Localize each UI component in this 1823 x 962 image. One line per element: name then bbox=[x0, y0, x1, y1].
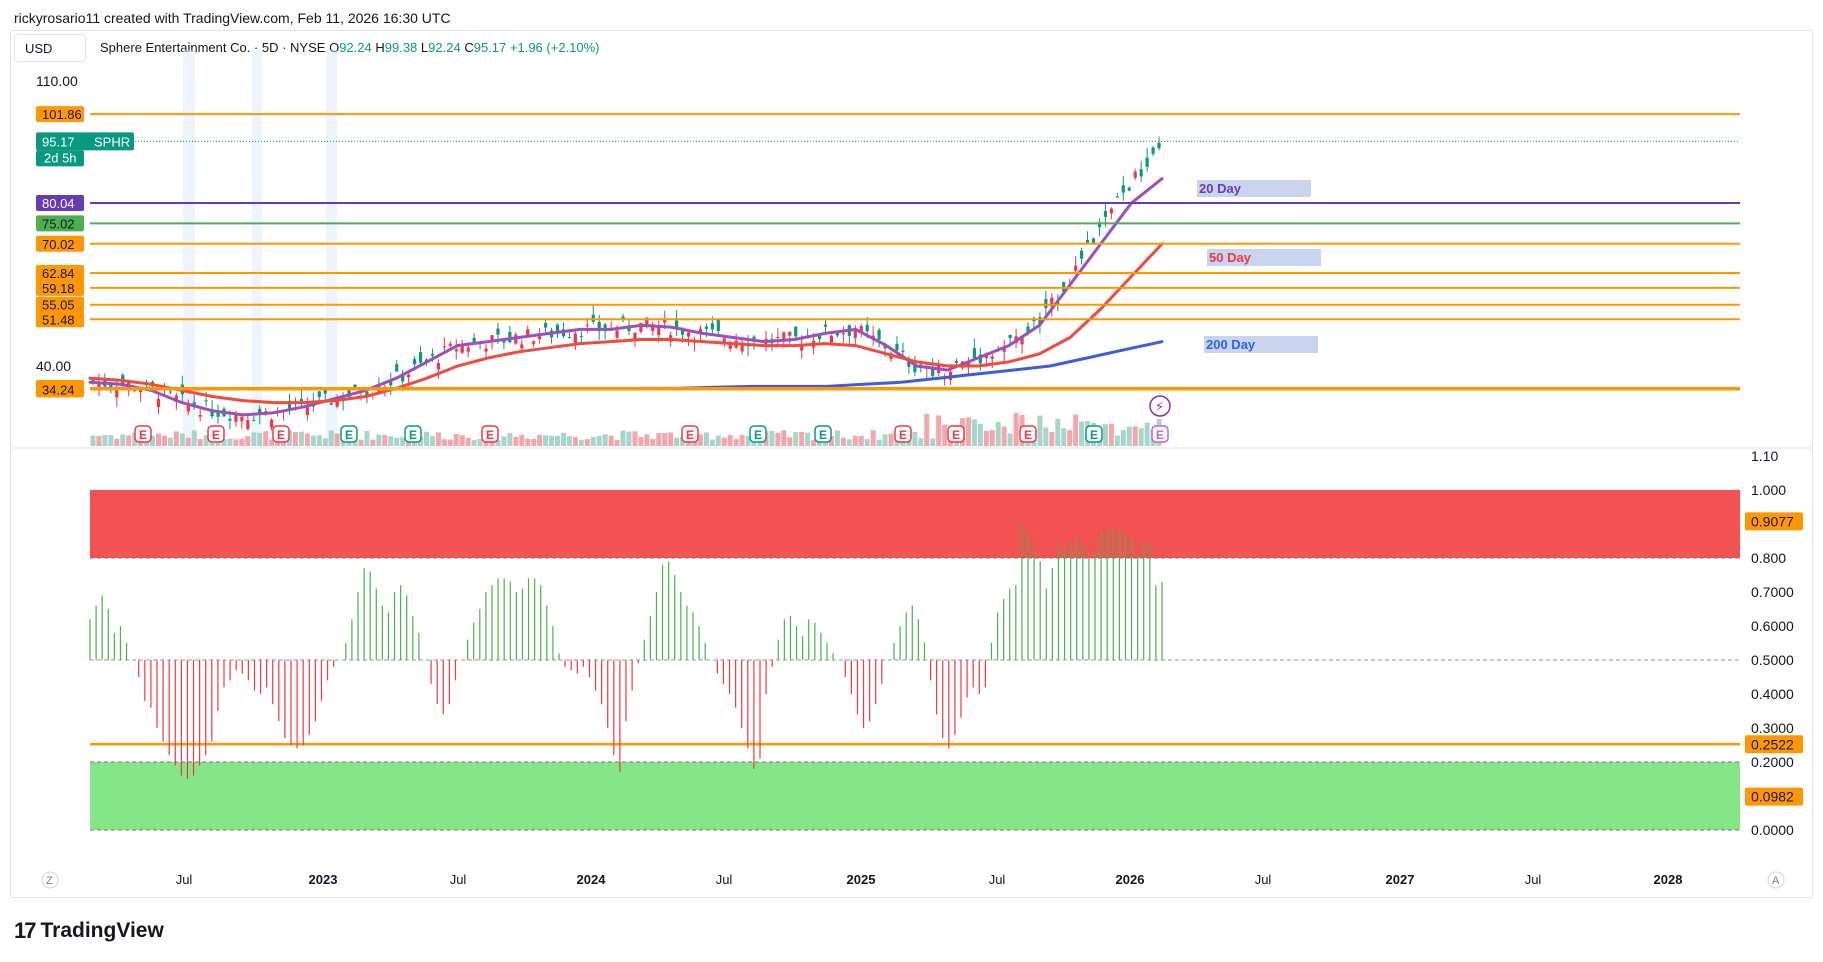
currency-selector[interactable]: USD bbox=[14, 34, 86, 62]
symbol-legend: Sphere Entertainment Co. · 5D · NYSE O92… bbox=[100, 40, 600, 55]
tradingview-logo-icon: 17 bbox=[14, 918, 37, 943]
symbol-title: Sphere Entertainment Co. · 5D · NYSE bbox=[100, 40, 326, 55]
ohlc-low: L92.24 bbox=[420, 40, 461, 55]
ohlc-open: O92.24 bbox=[329, 40, 372, 55]
chart-frame bbox=[10, 30, 1813, 898]
price-change: +1.96 (+2.10%) bbox=[509, 40, 600, 55]
ohlc-high: H99.38 bbox=[375, 40, 418, 55]
ohlc-close: C95.17 bbox=[464, 40, 507, 55]
tradingview-logo[interactable]: 17 TradingView bbox=[14, 918, 164, 943]
chart-credit: rickyrosario11 created with TradingView.… bbox=[14, 10, 451, 26]
